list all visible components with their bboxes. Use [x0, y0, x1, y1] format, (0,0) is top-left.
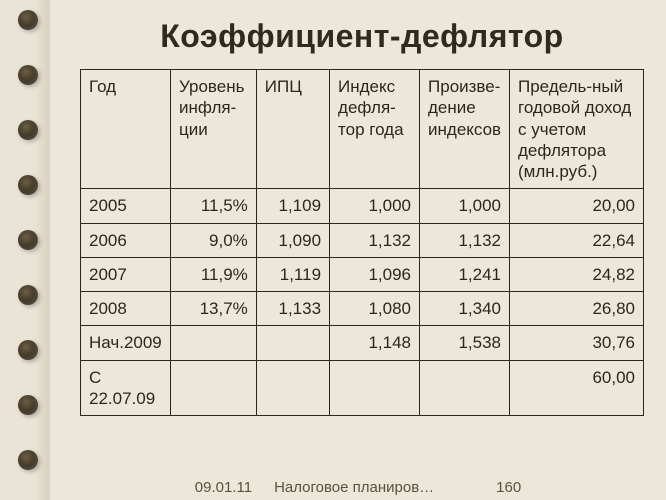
column-header: Произве-дение индексов: [420, 70, 510, 189]
table-cell: 1,132: [420, 223, 510, 257]
binder-hole: [18, 65, 38, 85]
binder-strip: [0, 0, 50, 500]
table-row: 200813,7%1,1331,0801,34026,80: [81, 292, 644, 326]
table-cell: [170, 326, 256, 360]
column-header: Предель-ный годовой доход с учетом дефля…: [510, 70, 644, 189]
table-cell: 1,109: [256, 189, 329, 223]
footer-page-number: 160: [496, 479, 521, 496]
binder-hole: [18, 285, 38, 305]
table-row: 200511,5%1,1091,0001,00020,00: [81, 189, 644, 223]
table-cell: [420, 360, 510, 416]
table-cell: 1,148: [330, 326, 420, 360]
table-cell: 2008: [81, 292, 171, 326]
page-title: Коэффициент-дефлятор: [80, 18, 644, 55]
table-cell: 11,5%: [170, 189, 256, 223]
binder-hole: [18, 230, 38, 250]
footer-caption: Налоговое планиров…: [274, 479, 434, 496]
binder-hole: [18, 10, 38, 30]
footer-date: 09.01.11: [195, 479, 252, 496]
table-cell: 20,00: [510, 189, 644, 223]
table-cell: 24,82: [510, 257, 644, 291]
table-cell: 2007: [81, 257, 171, 291]
table-cell: [256, 326, 329, 360]
deflator-table: ГодУровень инфля-цииИПЦИндекс дефля-тор …: [80, 69, 644, 416]
table-cell: 1,096: [330, 257, 420, 291]
table-cell: 9,0%: [170, 223, 256, 257]
table-cell: Нач.2009: [81, 326, 171, 360]
table-cell: 26,80: [510, 292, 644, 326]
table-cell: 1,090: [256, 223, 329, 257]
binder-hole: [18, 120, 38, 140]
binder-hole: [18, 450, 38, 470]
table-cell: [170, 360, 256, 416]
table-cell: 1,000: [420, 189, 510, 223]
table-cell: С 22.07.09: [81, 360, 171, 416]
table-row: 20069,0%1,0901,1321,13222,64: [81, 223, 644, 257]
column-header: Индекс дефля-тор года: [330, 70, 420, 189]
table-header-row: ГодУровень инфля-цииИПЦИндекс дефля-тор …: [81, 70, 644, 189]
table-row: Нач.2009 1,1481,53830,76: [81, 326, 644, 360]
table-cell: 1,080: [330, 292, 420, 326]
table-row: С 22.07.09 60,00: [81, 360, 644, 416]
table-row: 200711,9%1,1191,0961,24124,82: [81, 257, 644, 291]
column-header: ИПЦ: [256, 70, 329, 189]
table-cell: 2005: [81, 189, 171, 223]
binder-hole: [18, 340, 38, 360]
table-cell: [330, 360, 420, 416]
table-cell: 1,538: [420, 326, 510, 360]
table-cell: 60,00: [510, 360, 644, 416]
table-cell: 13,7%: [170, 292, 256, 326]
table-cell: 1,000: [330, 189, 420, 223]
binder-hole: [18, 175, 38, 195]
slide-page: Коэффициент-дефлятор ГодУровень инфля-ци…: [50, 0, 666, 500]
table-cell: [256, 360, 329, 416]
slide-footer: 09.01.11 Налоговое планиров… 160: [50, 479, 666, 496]
table-body: 200511,5%1,1091,0001,00020,0020069,0%1,0…: [81, 189, 644, 416]
table-cell: 1,241: [420, 257, 510, 291]
table-cell: 11,9%: [170, 257, 256, 291]
table-cell: 1,133: [256, 292, 329, 326]
table-cell: 1,119: [256, 257, 329, 291]
binder-hole: [18, 395, 38, 415]
table-cell: 1,132: [330, 223, 420, 257]
table-cell: 1,340: [420, 292, 510, 326]
table-cell: 2006: [81, 223, 171, 257]
column-header: Год: [81, 70, 171, 189]
table-cell: 30,76: [510, 326, 644, 360]
table-cell: 22,64: [510, 223, 644, 257]
column-header: Уровень инфля-ции: [170, 70, 256, 189]
